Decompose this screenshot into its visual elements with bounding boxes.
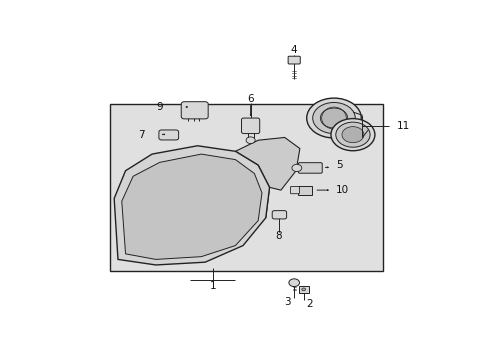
Polygon shape: [235, 138, 299, 218]
FancyBboxPatch shape: [159, 130, 178, 140]
FancyBboxPatch shape: [290, 186, 299, 194]
Text: 9: 9: [157, 102, 163, 112]
FancyBboxPatch shape: [181, 102, 208, 119]
Circle shape: [291, 164, 301, 172]
Text: 8: 8: [275, 231, 282, 241]
Text: 3: 3: [284, 297, 290, 307]
Circle shape: [306, 98, 361, 138]
Text: 1: 1: [209, 281, 216, 291]
Text: 7: 7: [138, 130, 144, 140]
Circle shape: [312, 103, 355, 134]
Polygon shape: [114, 146, 269, 265]
Text: 10: 10: [335, 185, 348, 195]
Text: 2: 2: [305, 299, 312, 309]
Text: 11: 11: [396, 121, 410, 131]
Polygon shape: [122, 154, 262, 260]
Circle shape: [341, 127, 363, 143]
Text: 6: 6: [247, 94, 253, 104]
Circle shape: [245, 137, 255, 144]
Bar: [110, 104, 383, 270]
FancyBboxPatch shape: [272, 211, 286, 219]
FancyBboxPatch shape: [287, 56, 300, 64]
FancyBboxPatch shape: [241, 118, 259, 134]
Circle shape: [320, 108, 347, 128]
Text: 4: 4: [290, 45, 297, 55]
Text: 5: 5: [335, 160, 342, 170]
Bar: [297, 186, 312, 194]
Circle shape: [335, 122, 369, 147]
Circle shape: [301, 288, 305, 291]
Circle shape: [288, 279, 299, 287]
FancyBboxPatch shape: [298, 163, 322, 173]
Bar: [298, 286, 308, 293]
Circle shape: [330, 118, 374, 151]
